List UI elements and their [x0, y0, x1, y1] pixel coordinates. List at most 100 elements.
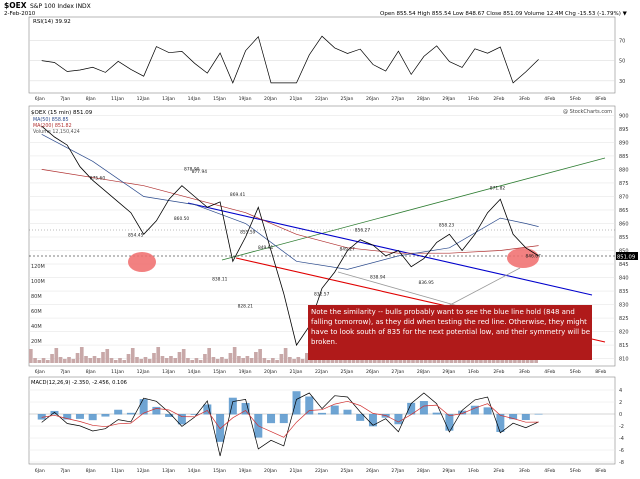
volume-bar	[101, 352, 105, 363]
macd-histogram-bar	[114, 409, 123, 415]
macd-histogram-bar	[394, 414, 403, 425]
x-tick-label: 28Jan	[417, 96, 430, 102]
price-tick-label: 860	[619, 221, 629, 227]
x-tick-label: 11Jan	[111, 468, 124, 474]
x-tick-label: 8Feb	[595, 96, 606, 102]
volume-bar	[470, 358, 475, 363]
x-tick-label: 1Feb	[468, 369, 479, 375]
price-annotation: 860.50	[174, 216, 190, 222]
volume-bar	[249, 358, 254, 363]
price-annotation: 838.94	[370, 274, 386, 280]
volume-bar	[186, 358, 190, 363]
volume-bar	[96, 358, 101, 363]
x-tick-label: 3Feb	[519, 96, 530, 102]
volume-bar	[143, 357, 148, 363]
macd-tick-label: -6	[619, 448, 624, 454]
volume-bar	[84, 356, 88, 363]
x-tick-label: 26Jan	[366, 369, 379, 375]
volume-bar	[152, 353, 156, 363]
x-tick-label: 2Feb	[493, 468, 504, 474]
macd-histogram-bar	[318, 412, 326, 415]
volume-bar	[147, 359, 152, 363]
volume-bar	[50, 354, 54, 363]
macd-histogram-bar	[458, 410, 467, 415]
macd-histogram-bar	[432, 412, 441, 415]
x-tick-label: 3Feb	[519, 369, 530, 375]
macd-histogram-bar	[292, 391, 301, 415]
volume-bar	[207, 348, 211, 363]
x-tick-label: 13Jan	[162, 96, 175, 102]
ma50-line	[41, 133, 539, 270]
macd-histogram-bar	[241, 402, 250, 415]
volume-bar	[258, 349, 262, 363]
symbol-title: $OEX	[4, 1, 27, 10]
macd-grid: -8 -6 -4 -2 0 2 4	[29, 388, 624, 466]
x-tick-label: 15Jan	[213, 96, 226, 102]
x-tick-label: 2Feb	[493, 369, 504, 375]
x-tick-label: 21Jan	[290, 96, 303, 102]
macd-histogram-bar	[496, 414, 505, 432]
macd-tick-label: 2	[619, 400, 622, 406]
price-tick-label: 810	[619, 357, 629, 363]
x-tick-label: 29Jan	[442, 96, 455, 102]
x-tick-label: 4Feb	[544, 468, 555, 474]
x-tick-label: 4Feb	[544, 96, 555, 102]
volume-bar	[156, 347, 161, 363]
volume-bar	[445, 359, 449, 363]
x-tick-label: 29Jan	[442, 369, 455, 375]
volume-bar	[130, 348, 135, 363]
volume-bar	[347, 358, 352, 363]
x-tick-label: 21Jan	[290, 468, 303, 474]
volume-bar	[317, 358, 322, 363]
volume-bar	[453, 359, 458, 363]
x-tick-label: 6Jan	[35, 96, 45, 102]
macd-line	[41, 392, 539, 457]
price-tick-label: 845	[619, 262, 629, 268]
green-trendline	[221, 157, 606, 261]
price-annotation: 854.45	[128, 232, 144, 238]
volume-bar	[500, 358, 504, 363]
rsi-tick-label: 70	[619, 38, 625, 44]
volume-bar	[305, 353, 309, 363]
x-tick-label: 8Jan	[86, 468, 96, 474]
macd-histogram-bar	[509, 414, 518, 420]
x-tick-label: 8Feb	[595, 369, 606, 375]
x-tick-label: 13Jan	[162, 468, 175, 474]
volume-bar	[109, 358, 114, 363]
macd-histogram-bar	[470, 405, 479, 415]
volume-bar	[211, 357, 216, 363]
macd-histogram-bar	[216, 414, 225, 442]
macd-histogram-bar	[139, 399, 148, 415]
macd-histogram-bar	[305, 396, 314, 415]
volume-bar	[33, 358, 37, 363]
x-tick-label: 2Feb	[493, 96, 504, 102]
volume-bar	[262, 358, 267, 363]
x-tick-label: 13Jan	[162, 369, 175, 375]
macd-histogram-bar	[75, 414, 84, 419]
volume-bar	[351, 360, 356, 363]
macd-histogram-bar	[101, 414, 110, 417]
price-tick-label: 835	[619, 289, 629, 295]
volume-bar	[79, 347, 84, 363]
volume-bar	[237, 356, 241, 363]
volume-bar	[530, 359, 534, 363]
x-tick-label: 12Jan	[137, 96, 150, 102]
volume-bar	[67, 357, 71, 363]
x-tick-label: 14Jan	[188, 369, 201, 375]
volume-bar	[254, 352, 258, 363]
chart-date: 2-Feb-2010	[4, 11, 36, 17]
x-tick-label: 25Jan	[340, 468, 353, 474]
price-annotation: 849.27	[339, 246, 355, 252]
volume-bar	[228, 353, 233, 363]
volume-bar	[496, 360, 500, 363]
rsi-panel	[28, 16, 616, 94]
rsi-legend: RSI(14) 39.92	[33, 19, 71, 25]
x-tick-label: 22Jan	[315, 96, 328, 102]
macd-histogram-bar	[368, 414, 377, 427]
x-tick-label: 28Jan	[417, 468, 430, 474]
blue-trendline	[187, 202, 593, 296]
grey-pointer-line-2	[447, 267, 521, 307]
volume-tick-label: 20M	[31, 339, 42, 345]
volume-tick-label: 80M	[31, 294, 42, 300]
volume-legend: Volume 12,150,424	[33, 129, 80, 135]
